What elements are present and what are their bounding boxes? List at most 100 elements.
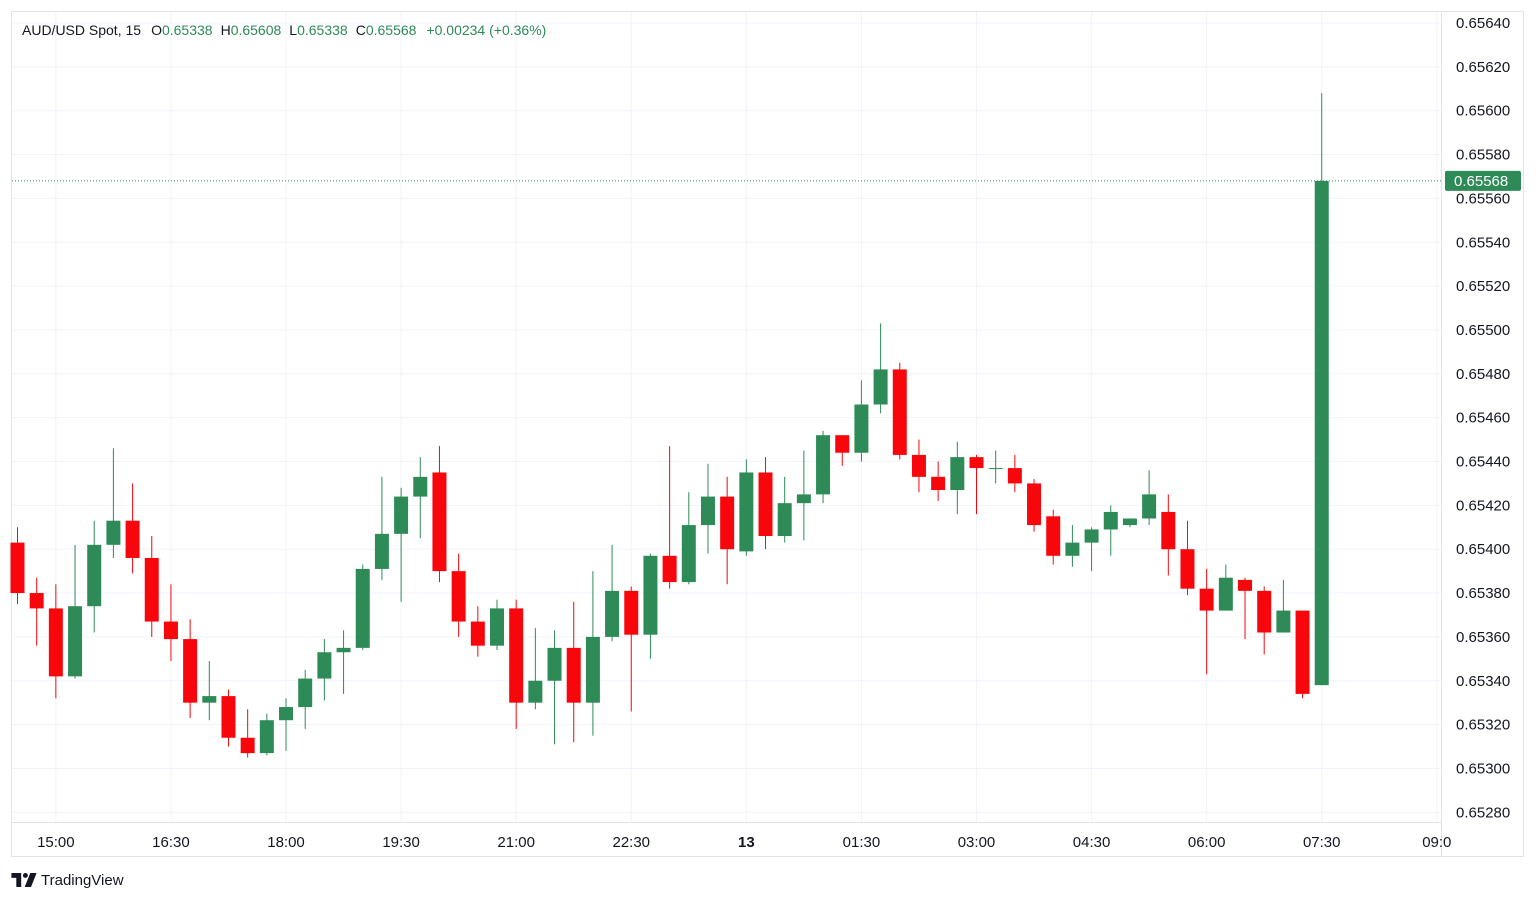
candle[interactable] <box>777 476 792 543</box>
candle-body <box>87 544 102 607</box>
price-axis[interactable]: 0.65280 0.65300 0.65320 0.65340 0.65360 0.653… <box>1445 15 1521 821</box>
time-tick-label: 19:30 <box>382 834 420 851</box>
candle[interactable] <box>355 564 370 651</box>
candle[interactable] <box>1027 479 1042 532</box>
time-tick-label: 22:30 <box>612 834 650 851</box>
candle[interactable] <box>528 628 543 710</box>
candle[interactable] <box>106 448 121 558</box>
candle[interactable] <box>470 606 485 657</box>
candle[interactable] <box>317 639 332 701</box>
candle[interactable] <box>125 483 140 574</box>
candle[interactable] <box>931 461 946 501</box>
candle[interactable] <box>1199 568 1214 675</box>
candle-body <box>720 496 735 550</box>
time-tick-label: 15:00 <box>37 834 75 851</box>
candle[interactable] <box>1276 579 1291 633</box>
candle-body <box>144 557 159 622</box>
candle[interactable] <box>988 450 1003 484</box>
candle[interactable] <box>1180 520 1195 596</box>
last-price-badge[interactable] <box>1445 170 1521 191</box>
candle-body <box>1199 588 1214 611</box>
candle-body <box>681 525 696 583</box>
candle[interactable] <box>739 459 754 556</box>
low-value: 0.65338 <box>297 22 348 38</box>
candle-body <box>125 520 140 558</box>
symbol-title[interactable]: AUD/USD Spot, 15 <box>22 22 142 38</box>
candle[interactable] <box>1065 525 1080 567</box>
candle[interactable] <box>1218 564 1233 611</box>
time-tick-label: 04:30 <box>1073 834 1111 851</box>
candle[interactable] <box>1103 505 1118 556</box>
price-tick-label: 0.65280 <box>1456 804 1510 821</box>
candle[interactable] <box>1314 93 1329 686</box>
candle[interactable] <box>605 544 620 642</box>
candle[interactable] <box>68 544 83 679</box>
candle-body <box>1238 579 1253 591</box>
candle[interactable] <box>259 713 274 756</box>
candle[interactable] <box>240 709 255 758</box>
symbol-legend[interactable]: AUD/USD Spot, 15 O 0.65338 H 0.65608 L 0… <box>22 22 546 38</box>
candle[interactable] <box>87 520 102 633</box>
candle[interactable] <box>221 689 236 747</box>
candle[interactable] <box>183 619 198 719</box>
candle[interactable] <box>796 450 811 541</box>
change-value: +0.00234 (+0.36%) <box>426 22 547 38</box>
candle[interactable] <box>1142 470 1157 526</box>
tradingview-footer[interactable]: TradingView <box>11 868 124 892</box>
candle[interactable] <box>969 454 984 515</box>
candle[interactable] <box>700 463 715 554</box>
candle[interactable] <box>566 601 581 743</box>
candle[interactable] <box>10 527 25 605</box>
candle[interactable] <box>29 577 44 646</box>
candle[interactable] <box>835 435 850 466</box>
candle[interactable] <box>1046 509 1061 565</box>
candle[interactable] <box>490 599 504 651</box>
candle[interactable] <box>585 571 600 736</box>
candle[interactable] <box>892 362 907 460</box>
candle[interactable] <box>547 630 562 745</box>
candle-body <box>1295 610 1310 694</box>
candle[interactable] <box>144 536 159 637</box>
candle[interactable] <box>336 630 351 694</box>
candle[interactable] <box>854 380 869 462</box>
candle-body <box>1103 511 1118 530</box>
candle[interactable] <box>1122 518 1137 528</box>
candle[interactable] <box>720 476 735 585</box>
candle[interactable] <box>1238 577 1253 640</box>
candle[interactable] <box>624 586 639 712</box>
candle[interactable] <box>816 430 831 504</box>
candle[interactable] <box>1007 454 1022 493</box>
candles[interactable] <box>10 93 1329 758</box>
candle-body <box>700 496 715 526</box>
candle[interactable] <box>662 446 677 589</box>
candle[interactable] <box>432 446 447 583</box>
candle[interactable] <box>911 439 926 493</box>
candle[interactable] <box>394 487 409 602</box>
candle[interactable] <box>509 599 524 729</box>
candle[interactable] <box>279 698 294 751</box>
candle[interactable] <box>1295 610 1310 699</box>
tradingview-logo-icon[interactable] <box>11 873 37 887</box>
candle[interactable] <box>873 323 888 414</box>
candle[interactable] <box>163 584 178 662</box>
candle[interactable] <box>374 476 389 580</box>
candle-body <box>585 636 600 703</box>
candle[interactable] <box>1161 494 1176 576</box>
candle[interactable] <box>1084 527 1099 572</box>
price-tick-label: 0.65360 <box>1456 629 1510 646</box>
candle[interactable] <box>451 553 466 637</box>
candle[interactable] <box>1257 586 1272 655</box>
tradingview-brand[interactable]: TradingView <box>41 871 124 889</box>
candle[interactable] <box>202 661 217 721</box>
time-tick-label: 18:00 <box>267 834 305 851</box>
candle[interactable] <box>413 457 428 539</box>
chart-frame[interactable] <box>11 11 1524 857</box>
candle[interactable] <box>298 669 313 729</box>
candle[interactable] <box>48 584 63 699</box>
candle[interactable] <box>758 457 773 550</box>
time-axis[interactable]: 15:00 16:30 18:00 19:30 21:00 22:30 13 01:30 03:… <box>37 834 1451 851</box>
candle[interactable] <box>950 441 965 515</box>
candle[interactable] <box>643 553 658 659</box>
candle[interactable] <box>681 492 696 585</box>
